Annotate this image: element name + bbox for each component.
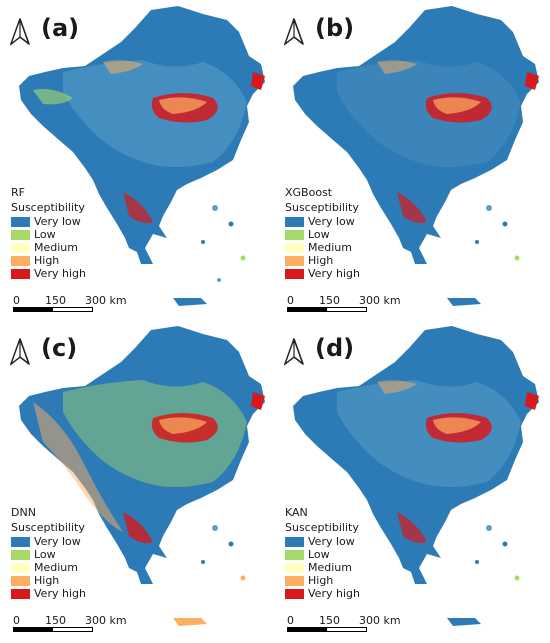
legend-swatch [285,242,304,253]
legend-swatch [11,255,30,266]
scale-bar: 0 150 300 km [287,614,401,634]
legend-item-low: Low [11,548,86,561]
legend-item-medium: Medium [11,561,86,574]
legend-item-low: Low [11,228,86,241]
susceptibility-map [3,2,265,306]
north-arrow-icon [9,338,31,366]
north-arrow-icon [283,338,305,366]
legend-item-very-high: Very high [285,587,360,600]
legend-swatch [285,229,304,240]
legend-swatch [11,268,30,279]
legend-item-medium: Medium [11,241,86,254]
panel-label: (b) [315,14,355,42]
model-name: XGBoost [285,186,333,199]
map-panel-d: (d) KAN Susceptibility Very low Low Medi… [277,322,547,640]
legend-title: Susceptibility [11,201,85,214]
legend: KAN Susceptibility Very low Low Medium H… [285,506,360,600]
legend-item-high: High [285,574,360,587]
legend-swatch [11,536,30,547]
legend: XGBoost Susceptibility Very low Low Medi… [285,186,360,280]
panel-label: (a) [41,14,80,42]
susceptibility-map [277,2,539,306]
legend-item-very-low: Very low [11,535,86,548]
legend-item-very-high: Very high [285,267,360,280]
legend-swatch [11,229,30,240]
model-name: DNN [11,506,36,519]
legend-swatch [285,536,304,547]
susceptibility-map [277,322,539,626]
legend-item-medium: Medium [285,561,360,574]
legend-item-low: Low [285,228,360,241]
legend-swatch [285,562,304,573]
legend-swatch [285,268,304,279]
model-name: RF [11,186,25,199]
legend-item-very-low: Very low [285,535,360,548]
legend-title: Susceptibility [285,521,359,534]
north-arrow-icon [283,18,305,46]
panel-label: (d) [315,334,355,362]
legend-item-very-low: Very low [285,215,360,228]
legend-swatch [11,549,30,560]
legend-swatch [11,575,30,586]
legend-swatch [11,242,30,253]
scale-bar: 0 150 300 km [13,294,127,314]
legend-item-high: High [285,254,360,267]
legend-item-very-high: Very high [11,587,86,600]
legend-swatch [285,549,304,560]
legend-item-very-low: Very low [11,215,86,228]
legend-item-high: High [11,254,86,267]
legend-swatch [11,216,30,227]
legend-swatch [285,575,304,586]
panel-label: (c) [41,334,78,362]
legend-item-low: Low [285,548,360,561]
map-panel-b: (b) XGBoost Susceptibility Very low Low … [277,2,547,320]
scale-bar: 0 150 300 km [287,294,401,314]
legend-item-very-high: Very high [11,267,86,280]
legend: DNN Susceptibility Very low Low Medium H… [11,506,86,600]
legend-item-medium: Medium [285,241,360,254]
legend-swatch [285,588,304,599]
legend-swatch [11,588,30,599]
legend-swatch [285,216,304,227]
legend-swatch [11,562,30,573]
susceptibility-map [3,322,265,626]
model-name: KAN [285,506,308,519]
legend-title: Susceptibility [285,201,359,214]
map-panel-a: (a) RF Susceptibility Very low Low Mediu… [3,2,273,320]
scale-bar: 0 150 300 km [13,614,127,634]
legend-title: Susceptibility [11,521,85,534]
legend: RF Susceptibility Very low Low Medium Hi… [11,186,86,280]
north-arrow-icon [9,18,31,46]
legend-swatch [285,255,304,266]
map-panel-c: (c) DNN Susceptibility Very low Low Medi… [3,322,273,640]
legend-item-high: High [11,574,86,587]
